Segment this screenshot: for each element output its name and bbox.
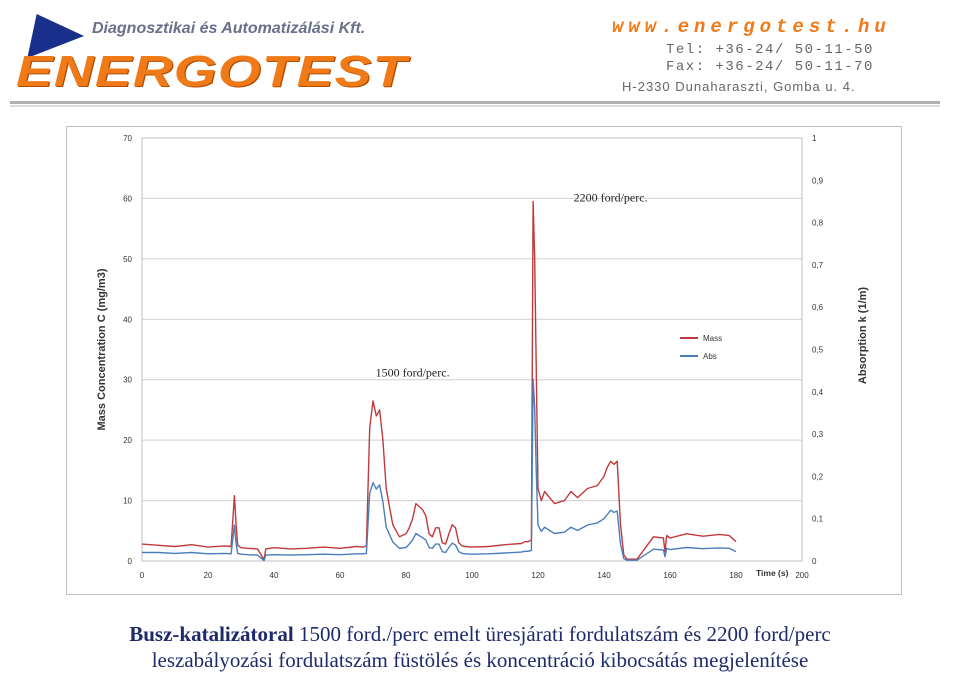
y-left-tick-label: 30 <box>123 376 132 385</box>
series-line-mass <box>141 200 737 561</box>
y-right-tick-label: 0 <box>812 557 817 566</box>
y-right-tick-label: 0,1 <box>812 515 824 524</box>
y-right-tick-label: 0,3 <box>812 430 824 439</box>
y-left-tick-label: 60 <box>123 194 132 203</box>
y-left-tick-label: 40 <box>123 315 132 324</box>
caption-bold: Busz-katalizátoral <box>129 622 294 646</box>
x-tick-label: 140 <box>597 571 611 580</box>
y-right-axis-label: Absorption k (1/m) <box>857 287 869 385</box>
fax-number: Fax: +36-24/ 50-11-70 <box>666 59 874 75</box>
x-tick-label: 120 <box>531 571 545 580</box>
address: H-2330 Dunaharaszti, Gomba u. 4. <box>622 79 856 94</box>
series-line-abs <box>142 378 737 562</box>
y-right-tick-label: 0,7 <box>812 261 824 270</box>
emission-chart: 01020304050607000,10,20,30,40,50,60,70,8… <box>96 134 869 580</box>
x-tick-label: 40 <box>270 571 279 580</box>
x-tick-label: 100 <box>465 571 479 580</box>
y-left-axis-label: Mass Concentration C (mg/m3) <box>96 268 108 430</box>
x-tick-label: 60 <box>336 571 345 580</box>
x-tick-label: 0 <box>140 571 145 580</box>
annotation-1: 2200 ford/perc. <box>574 190 648 204</box>
y-left-tick-label: 0 <box>128 557 133 566</box>
brand-logo: ENERGOTEST <box>16 47 408 96</box>
y-left-tick-label: 10 <box>123 497 132 506</box>
x-tick-label: 80 <box>402 571 411 580</box>
y-right-tick-label: 0,4 <box>812 388 824 397</box>
legend-label-mass: Mass <box>703 334 722 343</box>
plot-area <box>141 137 803 562</box>
y-right-tick-label: 0,2 <box>812 472 824 481</box>
header: Diagnosztikai és Automatizálási Kft. ENE… <box>0 0 960 110</box>
legend-label-abs: Abs <box>703 352 717 361</box>
y-right-tick-label: 1 <box>812 134 817 143</box>
y-right-tick-label: 0,8 <box>812 219 824 228</box>
y-left-tick-label: 50 <box>123 255 132 264</box>
phone-number: Tel: +36-24/ 50-11-50 <box>666 42 874 58</box>
x-tick-label: 200 <box>795 571 809 580</box>
y-left-tick-label: 20 <box>123 436 132 445</box>
y-left-tick-label: 70 <box>123 134 132 143</box>
caption-rest: 1500 ford./perc emelt üresjárati fordula… <box>293 622 831 646</box>
caption-line-1: Busz-katalizátoral 1500 ford./perc emelt… <box>0 622 960 647</box>
x-tick-label: 180 <box>729 571 743 580</box>
x-tick-label: 20 <box>204 571 213 580</box>
caption-line-2: leszabályozási fordulatszám füstölés és … <box>151 648 809 672</box>
website-link[interactable]: www.energotest.hu <box>612 16 891 38</box>
annotation-0: 1500 ford/perc. <box>376 366 450 380</box>
company-name: Diagnosztikai és Automatizálási Kft. <box>92 20 366 37</box>
header-divider-shadow <box>10 105 940 107</box>
chart-frame <box>66 126 902 595</box>
header-divider <box>10 101 940 104</box>
y-right-tick-label: 0,9 <box>812 176 824 185</box>
x-tick-label: 160 <box>663 571 677 580</box>
y-right-tick-label: 0,5 <box>812 346 824 355</box>
y-right-tick-label: 0,6 <box>812 303 824 312</box>
x-axis-label: Time (s) <box>756 568 789 578</box>
